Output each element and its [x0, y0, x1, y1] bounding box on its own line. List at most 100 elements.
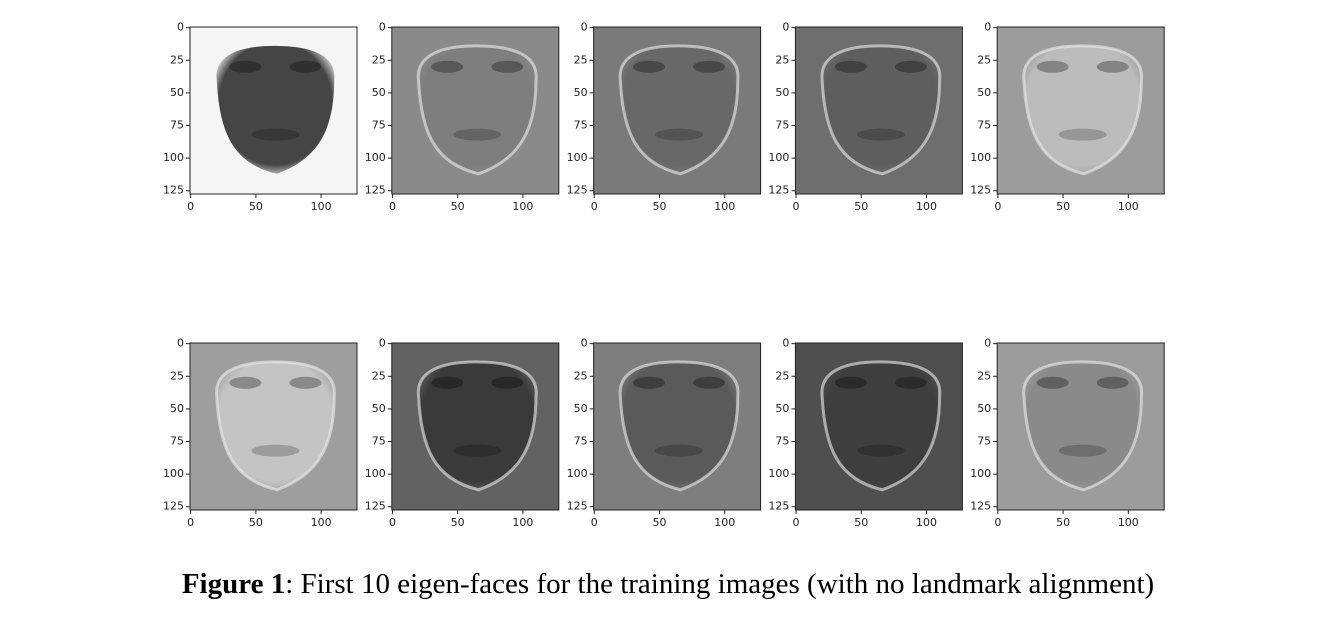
x-tick-label: 50 [249, 200, 263, 213]
y-tick-label: 75 [170, 119, 184, 132]
y-tick-label: 75 [170, 435, 184, 448]
mouth-region [453, 444, 502, 457]
y-tick-label: 125 [365, 184, 386, 197]
eye-region [834, 376, 867, 389]
y-tick-label: 125 [365, 500, 386, 513]
eye-region [894, 376, 927, 389]
y-tick-label: 25 [574, 369, 588, 382]
y-tick-label: 0 [782, 21, 789, 34]
y-tick-label: 0 [177, 21, 184, 34]
eye-region [229, 60, 262, 73]
eigen-face [416, 360, 538, 492]
eigen-face [1022, 44, 1143, 176]
y-tick-label: 100 [365, 467, 386, 480]
y-tick-label: 25 [372, 53, 386, 66]
eigen-face [820, 360, 942, 492]
axes-frame [794, 342, 963, 511]
x-tick-label: 0 [994, 200, 1001, 213]
eigen-face [215, 360, 336, 492]
y-tick-label: 75 [574, 435, 588, 448]
x-tick-label: 50 [854, 516, 868, 529]
y-tick-label: 0 [379, 337, 386, 350]
y-tick-label: 50 [977, 86, 991, 99]
y-tick-label: 75 [775, 119, 789, 132]
eye-region [1036, 60, 1069, 73]
eye-region [633, 60, 666, 73]
y-tick-label: 0 [379, 21, 386, 34]
mouth-region [1058, 128, 1107, 141]
x-tick-label: 0 [591, 200, 598, 213]
y-tick-label: 125 [970, 500, 991, 513]
eye-region [693, 376, 726, 389]
y-tick-label: 100 [163, 151, 184, 164]
caption-label: Figure 1 [182, 568, 285, 600]
axes-frame [391, 26, 560, 195]
y-tick-label: 75 [775, 435, 789, 448]
eye-region [894, 60, 927, 73]
x-tick-label: 0 [187, 516, 194, 529]
eye-region [289, 376, 322, 389]
y-tick-label: 125 [768, 500, 789, 513]
x-tick-label: 100 [512, 200, 533, 213]
axes-frame [996, 26, 1165, 195]
eigen-face [416, 44, 538, 176]
x-tick-label: 0 [389, 516, 396, 529]
eye-region [229, 376, 262, 389]
y-tick-label: 100 [163, 467, 184, 480]
y-tick-label: 0 [581, 21, 588, 34]
mouth-region [856, 444, 905, 457]
axes-frame [996, 342, 1165, 511]
eigen-face [820, 44, 942, 176]
y-tick-label: 25 [574, 53, 588, 66]
y-tick-label: 50 [775, 86, 789, 99]
y-tick-label: 50 [977, 402, 991, 415]
eye-region [491, 376, 524, 389]
mouth-region [655, 444, 704, 457]
y-tick-label: 25 [170, 369, 184, 382]
axes-frame [391, 342, 560, 511]
y-tick-label: 50 [574, 86, 588, 99]
mouth-region [251, 128, 300, 141]
x-tick-label: 100 [1118, 200, 1139, 213]
y-tick-label: 75 [977, 119, 991, 132]
y-tick-label: 50 [775, 402, 789, 415]
y-tick-label: 125 [970, 184, 991, 197]
y-tick-label: 50 [574, 402, 588, 415]
x-tick-label: 50 [249, 516, 263, 529]
x-tick-label: 100 [1118, 516, 1139, 529]
x-tick-label: 0 [793, 516, 800, 529]
y-tick-label: 100 [567, 467, 588, 480]
x-tick-label: 0 [389, 200, 396, 213]
y-tick-label: 25 [170, 53, 184, 66]
x-tick-label: 50 [652, 200, 666, 213]
y-tick-label: 125 [768, 184, 789, 197]
eye-region [491, 60, 524, 73]
y-tick-label: 50 [170, 402, 184, 415]
x-tick-label: 100 [916, 200, 937, 213]
x-tick-label: 0 [793, 200, 800, 213]
x-tick-label: 100 [512, 516, 533, 529]
y-tick-label: 0 [177, 337, 184, 350]
y-tick-label: 0 [782, 337, 789, 350]
y-tick-label: 50 [372, 402, 386, 415]
mouth-region [1058, 444, 1107, 457]
x-tick-label: 50 [652, 516, 666, 529]
y-tick-label: 25 [775, 53, 789, 66]
y-tick-label: 100 [365, 151, 386, 164]
y-tick-label: 125 [163, 184, 184, 197]
y-tick-label: 100 [970, 467, 991, 480]
x-tick-label: 50 [854, 200, 868, 213]
y-tick-label: 125 [567, 184, 588, 197]
x-tick-label: 100 [714, 200, 735, 213]
x-tick-label: 0 [187, 200, 194, 213]
y-tick-label: 25 [977, 53, 991, 66]
caption-text: : First 10 eigen-faces for the training … [285, 568, 1154, 600]
x-tick-label: 0 [591, 516, 598, 529]
y-tick-label: 50 [372, 86, 386, 99]
x-tick-label: 0 [994, 516, 1001, 529]
eye-region [834, 60, 867, 73]
y-tick-label: 75 [977, 435, 991, 448]
y-tick-label: 25 [775, 369, 789, 382]
axes-frame [189, 342, 358, 511]
